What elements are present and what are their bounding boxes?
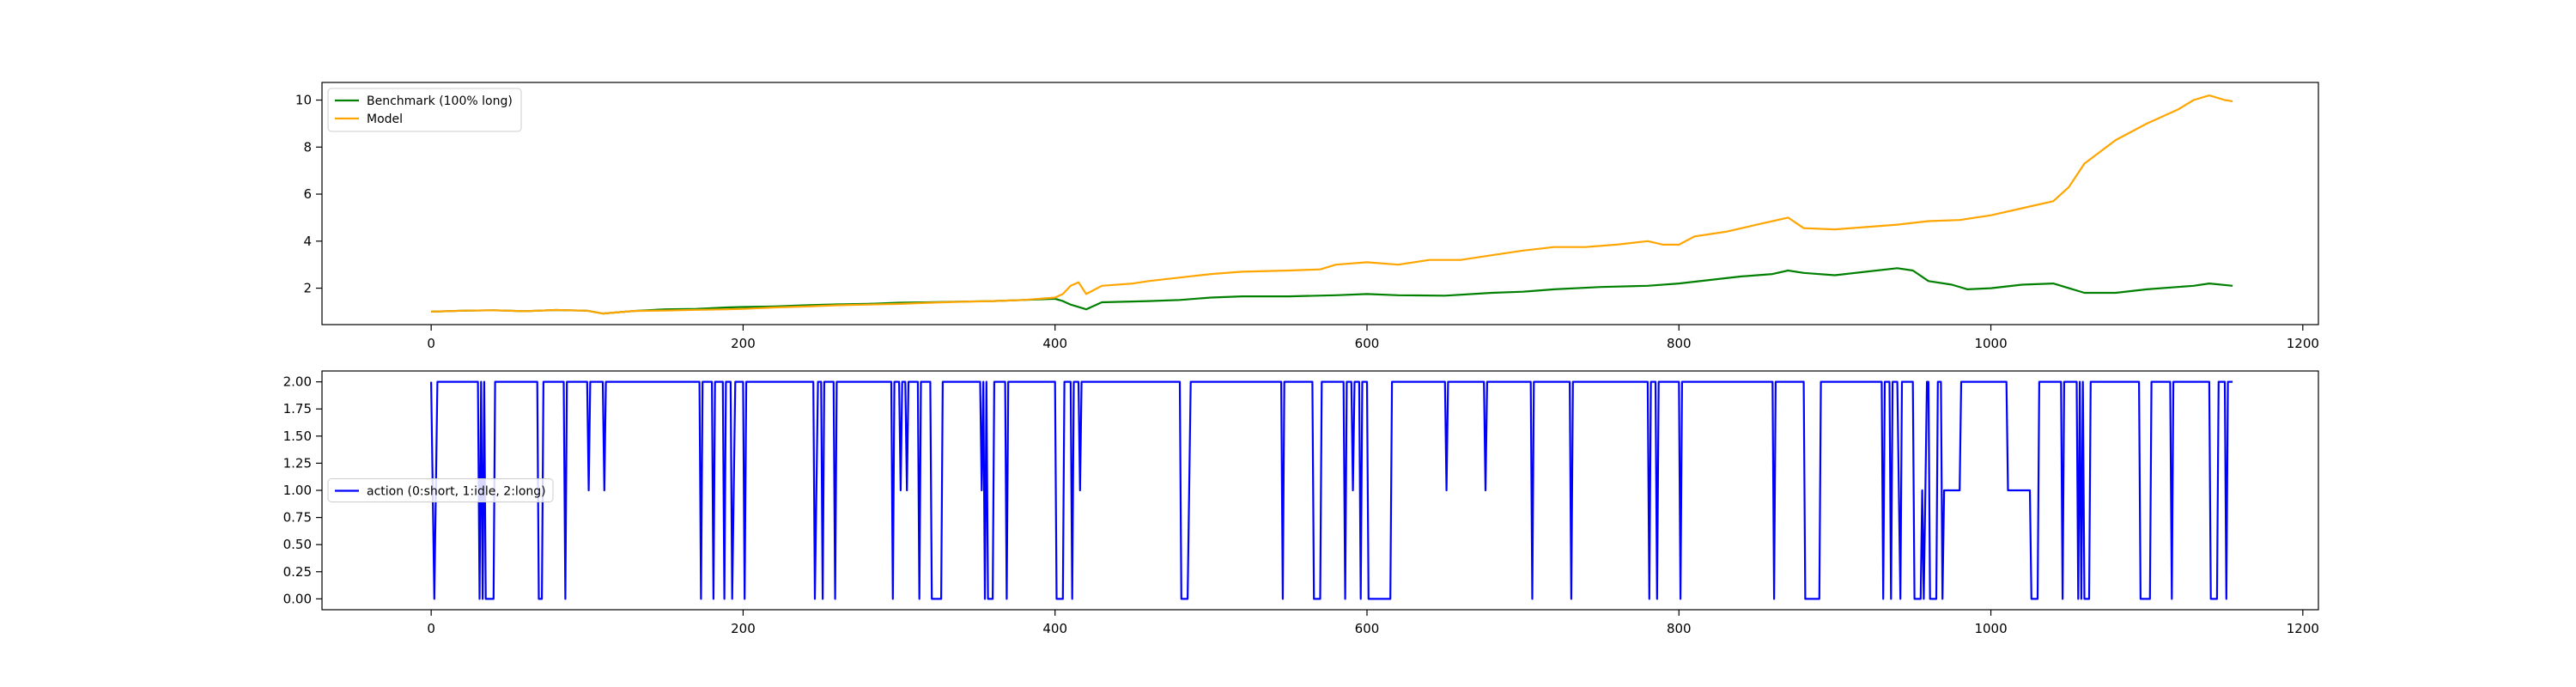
x-tick-label: 1000 bbox=[1974, 336, 2007, 351]
legend-label: action (0:short, 1:idle, 2:long) bbox=[367, 485, 546, 499]
y-tick-label: 8 bbox=[303, 139, 312, 155]
x-tick-label: 1200 bbox=[2287, 336, 2319, 351]
top-chart-frame bbox=[321, 82, 2319, 325]
bottom-chart: 0 200 400 600 800 1000 1200 0.00 0.25 0.50 0.75 1.… bbox=[283, 370, 2319, 636]
top-chart-lines bbox=[431, 94, 2233, 315]
legend-box bbox=[327, 478, 554, 502]
y-tick-label: 2 bbox=[303, 281, 312, 296]
x-tick-label: 400 bbox=[1042, 336, 1067, 351]
x-tick-label: 0 bbox=[427, 621, 435, 636]
series-line-benchmark-100-long- bbox=[431, 267, 2233, 315]
y-tick-label: 6 bbox=[303, 186, 312, 202]
legend-label: Model bbox=[367, 112, 403, 126]
x-tick-label: 600 bbox=[1355, 336, 1380, 351]
x-tick-label: 200 bbox=[731, 336, 756, 351]
x-tick-label: 600 bbox=[1355, 621, 1380, 636]
y-tick-label: 1.25 bbox=[283, 455, 312, 471]
bottom-chart-lines bbox=[430, 380, 2233, 600]
legend-box bbox=[327, 88, 522, 132]
bottom-chart-y-axis: 0.00 0.25 0.50 0.75 1.00 1.25 1.50 1.75 2.00 bbox=[283, 374, 322, 606]
x-tick-label: 1200 bbox=[2287, 621, 2319, 636]
x-tick-label: 400 bbox=[1042, 621, 1067, 636]
x-tick-label: 800 bbox=[1667, 621, 1692, 636]
top-chart-legend: Benchmark (100% long) Model bbox=[327, 88, 522, 132]
y-tick-label: 0.00 bbox=[283, 591, 312, 606]
x-tick-label: 0 bbox=[427, 336, 435, 351]
legend-label: Benchmark (100% long) bbox=[367, 94, 513, 108]
y-tick-label: 10 bbox=[295, 93, 312, 108]
x-tick-label: 1000 bbox=[1974, 621, 2007, 636]
y-tick-label: 1.50 bbox=[283, 429, 312, 444]
top-chart: 0 200 400 600 800 1000 1200 2 4 6 8 10 Benchmark (… bbox=[295, 82, 2319, 351]
y-tick-label: 1.75 bbox=[283, 401, 312, 416]
bottom-chart-legend: action (0:short, 1:idle, 2:long) bbox=[327, 478, 554, 502]
x-tick-label: 200 bbox=[731, 621, 756, 636]
x-tick-label: 800 bbox=[1667, 336, 1692, 351]
bottom-chart-x-axis: 0 200 400 600 800 1000 1200 bbox=[427, 610, 2319, 636]
y-tick-label: 0.50 bbox=[283, 537, 312, 552]
y-tick-label: 4 bbox=[303, 234, 312, 249]
series-line-action-0-short-1-idle-2-long- bbox=[430, 380, 2233, 600]
y-tick-label: 0.25 bbox=[283, 564, 312, 580]
top-chart-x-axis: 0 200 400 600 800 1000 1200 bbox=[427, 325, 2319, 351]
y-tick-label: 0.75 bbox=[283, 510, 312, 526]
y-tick-label: 1.00 bbox=[283, 483, 312, 498]
y-tick-label: 2.00 bbox=[283, 374, 312, 390]
top-chart-y-axis: 2 4 6 8 10 bbox=[295, 93, 322, 296]
series-line-model bbox=[431, 94, 2233, 315]
